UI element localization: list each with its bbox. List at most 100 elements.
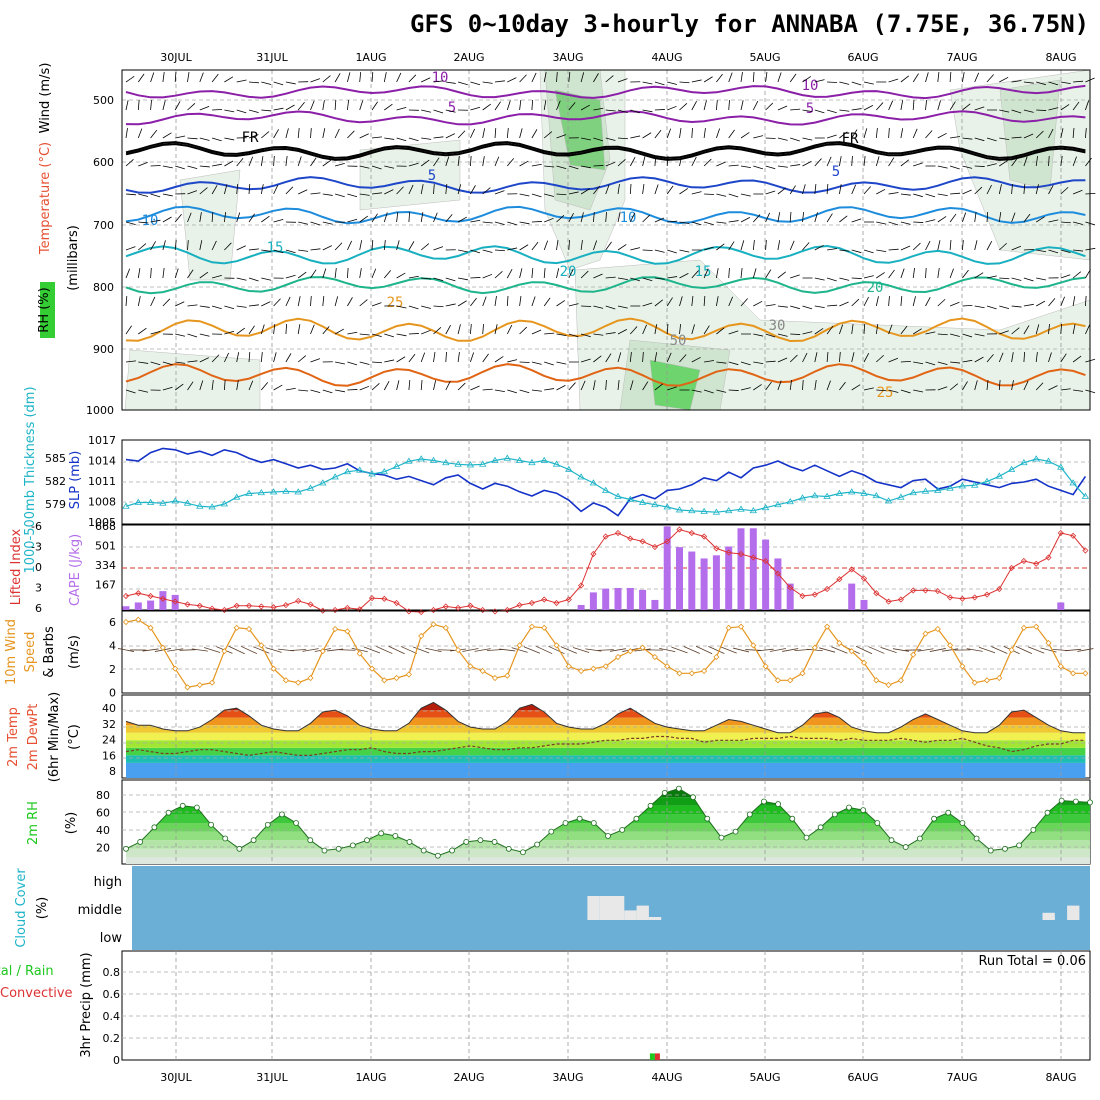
wind-barb bbox=[937, 298, 946, 307]
wind-barb bbox=[704, 193, 715, 195]
wind-barb bbox=[224, 137, 235, 141]
wind-barb bbox=[880, 646, 897, 654]
wind-barb bbox=[359, 333, 370, 336]
wind-barb bbox=[740, 240, 745, 251]
wind-barb bbox=[531, 72, 537, 83]
wind-barb bbox=[789, 73, 797, 83]
cape-bar bbox=[774, 558, 782, 610]
wind-barb bbox=[371, 382, 380, 391]
wind-barb bbox=[482, 221, 493, 224]
wind-barb bbox=[802, 379, 804, 391]
wind-barb bbox=[556, 214, 565, 223]
rh-point bbox=[746, 811, 753, 818]
wind-barb bbox=[433, 326, 442, 335]
wind-barb bbox=[1060, 296, 1065, 307]
wind-barb bbox=[839, 131, 848, 139]
wind-barb bbox=[937, 268, 940, 279]
wind-barb bbox=[986, 211, 989, 223]
wind-barb bbox=[531, 221, 542, 223]
wind-speed-point bbox=[922, 630, 929, 637]
wind-barb bbox=[667, 105, 677, 111]
thickness-point bbox=[183, 499, 192, 506]
wind-barb bbox=[876, 221, 887, 225]
wind-barb bbox=[974, 137, 985, 142]
wind-barb bbox=[790, 137, 800, 142]
li-point bbox=[344, 604, 351, 611]
wind-barb bbox=[347, 297, 353, 307]
wind-barb bbox=[888, 78, 899, 83]
wind-barb bbox=[457, 382, 466, 391]
cape-bar bbox=[860, 599, 868, 610]
wind-barb bbox=[683, 646, 700, 654]
cape-bar bbox=[147, 600, 155, 610]
contour-label: 25 bbox=[387, 295, 404, 311]
wind-barb bbox=[1065, 648, 1082, 652]
wind-barb bbox=[863, 105, 874, 111]
temperature-contour bbox=[125, 176, 1086, 194]
wind-barb bbox=[777, 137, 788, 141]
wind-barb bbox=[666, 352, 672, 363]
wind-speed-point bbox=[479, 667, 486, 675]
wind-barb bbox=[580, 72, 585, 83]
wind-barb bbox=[691, 324, 695, 335]
wind-barb bbox=[667, 276, 678, 279]
wind-barb bbox=[695, 645, 713, 655]
wind-barb bbox=[174, 71, 177, 83]
wind-barb bbox=[297, 156, 302, 167]
thickness-point bbox=[638, 498, 647, 505]
wind-barb bbox=[986, 354, 994, 363]
wind-barb bbox=[974, 212, 977, 223]
wind-barb bbox=[236, 305, 247, 308]
wind-barb bbox=[285, 249, 296, 254]
wind-barb bbox=[752, 240, 755, 251]
wind-barb bbox=[458, 249, 468, 253]
wind-barb bbox=[704, 360, 715, 363]
wind-barb bbox=[174, 214, 182, 223]
wind-barb bbox=[560, 646, 577, 654]
wind-barb bbox=[814, 79, 825, 83]
rh-point bbox=[562, 820, 569, 826]
temp-band bbox=[126, 725, 1086, 733]
li-point bbox=[430, 606, 437, 614]
wind-speed-point bbox=[245, 625, 253, 633]
wind-barb bbox=[408, 137, 419, 142]
wind-barb bbox=[556, 268, 560, 279]
wind-barb bbox=[334, 296, 339, 307]
wind-barb bbox=[506, 295, 509, 307]
wind-barb bbox=[212, 163, 223, 167]
wind-barb bbox=[814, 244, 824, 251]
thickness-point bbox=[466, 461, 475, 468]
cape-bar bbox=[626, 587, 634, 610]
cloud-middle-bar bbox=[599, 896, 612, 920]
wind-barb bbox=[302, 648, 319, 652]
thickness-point bbox=[983, 477, 991, 484]
contour-label: 5 bbox=[428, 168, 436, 184]
slp-thickness-panel: 1017 1014 1011 1008 1005 585 582 579 bbox=[45, 434, 1091, 529]
thickness-point bbox=[122, 502, 130, 509]
wind-speed-point bbox=[196, 681, 203, 689]
cape-bar bbox=[688, 551, 696, 610]
wind-barb bbox=[691, 221, 702, 226]
wind-barb bbox=[789, 185, 796, 195]
wind-barb bbox=[1073, 249, 1084, 252]
cloud-middle-bar bbox=[587, 896, 600, 920]
wind-barb bbox=[425, 647, 442, 653]
wind-barb bbox=[310, 295, 312, 307]
cloud-middle-bar bbox=[1042, 912, 1055, 920]
wind-barb bbox=[593, 185, 600, 195]
wind-barb bbox=[605, 184, 610, 195]
wind-barb bbox=[248, 325, 255, 335]
wind-barb bbox=[334, 193, 345, 198]
wind-barb bbox=[297, 128, 300, 139]
precip-tick: 0.2 bbox=[103, 1032, 121, 1045]
rh-point bbox=[463, 839, 470, 845]
rh-point bbox=[491, 839, 498, 845]
wind-barb bbox=[642, 351, 644, 363]
wind-barb bbox=[629, 212, 636, 223]
wind-barb bbox=[261, 249, 272, 252]
wind-barb bbox=[433, 80, 444, 83]
cape-li-panel: -6 -3 0 3 6 668 501 334 167 bbox=[31, 520, 1091, 616]
wind-barb bbox=[543, 297, 551, 307]
wind-barb bbox=[1023, 248, 1034, 251]
wind-barb bbox=[617, 277, 628, 281]
